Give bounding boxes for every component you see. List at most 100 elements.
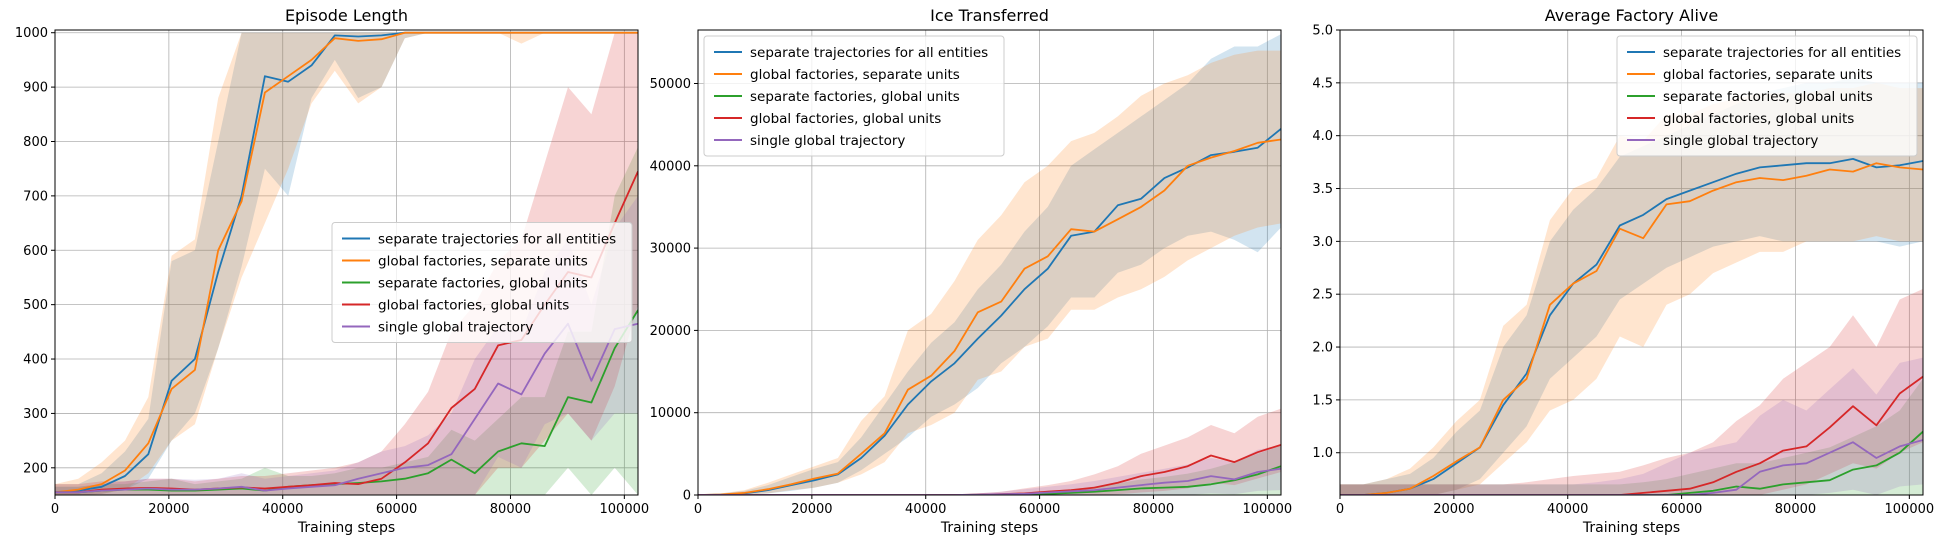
y-tick-label: 3.0 bbox=[1312, 235, 1333, 250]
y-tick-label: 0 bbox=[683, 489, 691, 504]
x-tick-label: 20000 bbox=[1433, 502, 1474, 517]
chart-panel-ice-transferred: 0 20000 40000 60000 80000 100000 0 10000 20000 30… bbox=[650, 6, 1293, 536]
legend-label-separate-trajectories-for-all-entities: separate trajectories for all entities bbox=[1663, 45, 1901, 61]
legend: separate trajectories for all entities gl… bbox=[1616, 35, 1918, 157]
plot-area bbox=[55, 31, 638, 495]
band-separate-factories-global-units bbox=[698, 445, 1281, 495]
band-global-factories-separate-units bbox=[55, 32, 638, 495]
axes-frame bbox=[1339, 29, 1924, 496]
series-line-single-global-trajectory bbox=[55, 322, 638, 494]
legend-box bbox=[1616, 35, 1918, 157]
x-tick-label: 60000 bbox=[376, 502, 417, 517]
legend-label-separate-factories-global-units: separate factories, global units bbox=[378, 276, 588, 292]
legend-label-global-factories-separate-units: global factories, separate units bbox=[378, 254, 588, 270]
x-tick-label: 80000 bbox=[1775, 502, 1816, 517]
series-line-global-factories-separate-units bbox=[698, 138, 1281, 495]
x-tick-label: 20000 bbox=[791, 502, 832, 517]
y-tick-label: 10000 bbox=[650, 406, 691, 421]
series-line-single-global-trajectory bbox=[1340, 439, 1923, 495]
legend-label-separate-trajectories-for-all-entities: separate trajectories for all entities bbox=[378, 232, 616, 248]
x-tick-label: 100000 bbox=[1885, 502, 1935, 517]
legend-label-global-factories-global-units: global factories, global units bbox=[1663, 111, 1854, 127]
y-tick-label: 400 bbox=[23, 353, 48, 368]
series-line-global-factories-separate-units bbox=[55, 31, 638, 494]
chart-panel-episode-length: 0 20000 40000 60000 80000 100000 200 300 400 500 6… bbox=[15, 6, 649, 536]
axes-frame bbox=[697, 29, 1282, 496]
band-single-global-trajectory bbox=[55, 195, 638, 495]
x-tick-label: 0 bbox=[694, 502, 702, 517]
x-tick-label: 80000 bbox=[490, 502, 531, 517]
legend-label-separate-factories-global-units: separate factories, global units bbox=[1663, 89, 1873, 105]
y-tick-label: 500 bbox=[23, 298, 48, 313]
x-tick-label: 0 bbox=[1336, 502, 1344, 517]
chart-title: Average Factory Alive bbox=[1545, 6, 1718, 25]
legend: separate trajectories for all entities gl… bbox=[703, 35, 1005, 157]
x-tick-label: 0 bbox=[51, 502, 59, 517]
series-line-global-factories-separate-units bbox=[1340, 162, 1923, 495]
x-tick-label: 100000 bbox=[1243, 502, 1293, 517]
band-separate-factories-global-units bbox=[55, 146, 638, 495]
legend-label-single-global-trajectory: single global trajectory bbox=[1663, 133, 1818, 149]
x-tick-label: 40000 bbox=[1547, 502, 1588, 517]
legend-label-global-factories-separate-units: global factories, separate units bbox=[1663, 67, 1873, 83]
band-global-factories-separate-units bbox=[698, 50, 1281, 495]
chart-title: Episode Length bbox=[285, 6, 408, 25]
legend: separate trajectories for all entities gl… bbox=[331, 222, 633, 343]
chart-title: Ice Transferred bbox=[930, 6, 1049, 25]
x-tick-label: 60000 bbox=[1019, 502, 1060, 517]
x-axis-label: Training steps bbox=[297, 520, 395, 536]
x-tick-label: 80000 bbox=[1133, 502, 1174, 517]
y-tick-label: 300 bbox=[23, 407, 48, 422]
band-single-global-trajectory bbox=[698, 445, 1281, 495]
x-axis-label: Training steps bbox=[940, 520, 1038, 536]
y-tick-label: 700 bbox=[23, 189, 48, 204]
y-tick-label: 30000 bbox=[650, 242, 691, 257]
legend-box bbox=[331, 222, 633, 343]
series-line-global-factories-global-units bbox=[1340, 375, 1923, 495]
y-tick-label: 200 bbox=[23, 461, 48, 476]
band-global-factories-global-units bbox=[698, 408, 1281, 495]
band-single-global-trajectory bbox=[1340, 357, 1923, 495]
series-line-separate-factories-global-units bbox=[1340, 430, 1923, 495]
y-tick-label: 3.5 bbox=[1312, 182, 1333, 197]
x-tick-label: 60000 bbox=[1661, 502, 1702, 517]
y-tick-label: 1.0 bbox=[1312, 446, 1333, 461]
y-tick-label: 2.0 bbox=[1312, 341, 1333, 356]
legend-box bbox=[703, 35, 1005, 157]
y-tick-label: 600 bbox=[23, 244, 48, 259]
x-tick-label: 20000 bbox=[148, 502, 189, 517]
y-tick-label: 800 bbox=[23, 135, 48, 150]
x-tick-label: 40000 bbox=[905, 502, 946, 517]
band-global-factories-global-units bbox=[1340, 288, 1923, 495]
band-separate-trajectories-for-all-entities bbox=[1340, 77, 1923, 495]
legend-label-global-factories-global-units: global factories, global units bbox=[378, 298, 569, 314]
y-tick-label: 1.5 bbox=[1312, 393, 1333, 408]
band-separate-trajectories-for-all-entities bbox=[698, 34, 1281, 495]
band-global-factories-global-units bbox=[55, 32, 638, 495]
band-global-factories-separate-units bbox=[1340, 82, 1923, 495]
y-tick-label: 50000 bbox=[650, 77, 691, 92]
series-line-separate-trajectories-for-all-entities bbox=[1340, 158, 1923, 495]
y-tick-label: 4.0 bbox=[1312, 129, 1333, 144]
y-tick-label: 20000 bbox=[650, 324, 691, 339]
band-separate-trajectories-for-all-entities bbox=[55, 32, 638, 495]
y-tick-label: 40000 bbox=[650, 159, 691, 174]
legend-label-single-global-trajectory: single global trajectory bbox=[750, 133, 905, 149]
x-tick-label: 100000 bbox=[600, 502, 650, 517]
legend-label-separate-factories-global-units: separate factories, global units bbox=[750, 89, 960, 105]
legend-label-single-global-trajectory: single global trajectory bbox=[378, 320, 533, 336]
x-axis-label: Training steps bbox=[1582, 520, 1680, 536]
plot-area bbox=[698, 34, 1281, 495]
legend-label-separate-trajectories-for-all-entities: separate trajectories for all entities bbox=[750, 45, 988, 61]
axes-frame bbox=[54, 29, 639, 496]
chart-panel-average-factory-alive: 0 20000 40000 60000 80000 100000 1.0 1.5 2.0 2.5 3… bbox=[1312, 6, 1934, 536]
legend-label-global-factories-separate-units: global factories, separate units bbox=[750, 67, 960, 83]
legend-label-global-factories-global-units: global factories, global units bbox=[750, 111, 941, 127]
y-tick-label: 2.5 bbox=[1312, 288, 1333, 303]
y-tick-label: 4.5 bbox=[1312, 76, 1333, 91]
y-tick-label: 1000 bbox=[15, 26, 48, 41]
x-tick-label: 40000 bbox=[262, 502, 303, 517]
y-tick-label: 5.0 bbox=[1312, 24, 1333, 39]
plot-area bbox=[1340, 77, 1923, 495]
